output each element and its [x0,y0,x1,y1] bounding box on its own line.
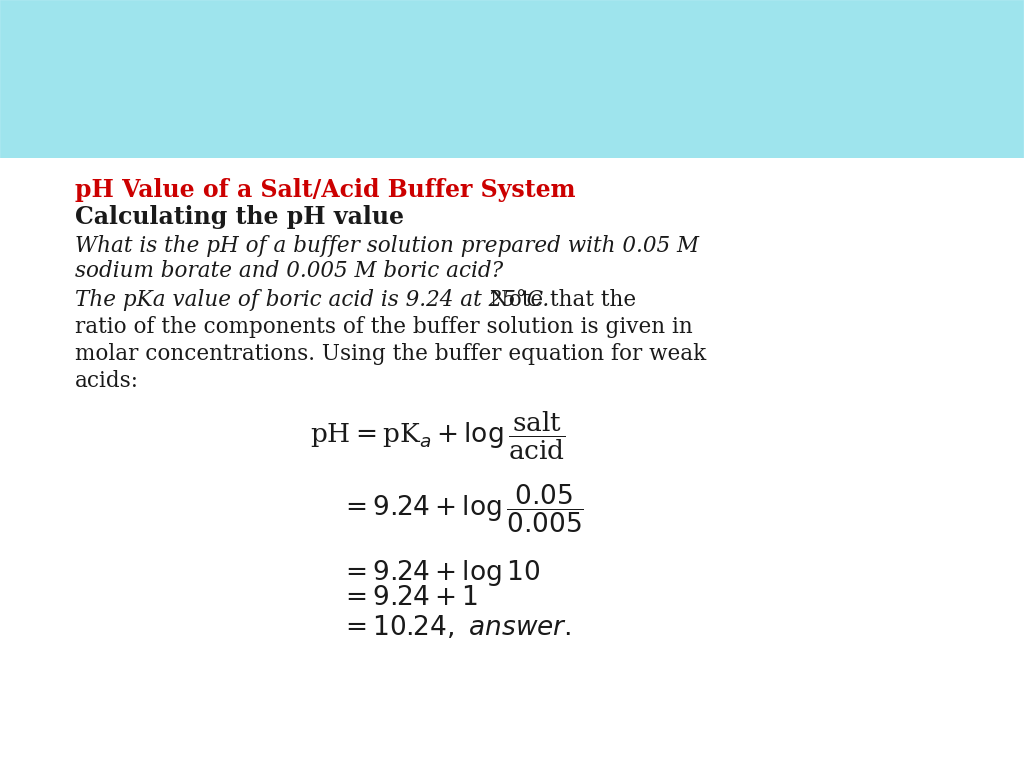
Text: $= 9.24 + 1$: $= 9.24 + 1$ [340,585,478,610]
Text: $\mathregular{pH} = \mathregular{pK}_a + \log \dfrac{\mathregular{salt}}{\mathre: $\mathregular{pH} = \mathregular{pK}_a +… [310,410,566,462]
Bar [0,158,1024,768]
Text: Calculating the pH value: Calculating the pH value [75,205,404,229]
Text: $= 9.24 + \log 10$: $= 9.24 + \log 10$ [340,558,541,588]
Text: pH Value of a Salt/Acid Buffer System: pH Value of a Salt/Acid Buffer System [75,178,575,202]
Text: ratio of the components of the buffer solution is given in: ratio of the components of the buffer so… [75,316,693,338]
Text: Note that the: Note that the [483,289,636,311]
Text: sodium borate and 0.005 M boric acid?: sodium borate and 0.005 M boric acid? [75,260,503,282]
Text: molar concentrations. Using the buffer equation for weak: molar concentrations. Using the buffer e… [75,343,707,365]
Text: acids:: acids: [75,370,139,392]
Text: $= 10.24,\ \mathit{answer.}$: $= 10.24,\ \mathit{answer.}$ [340,613,571,640]
Text: The pΚa value of boric acid is 9.24 at 25°C.: The pΚa value of boric acid is 9.24 at 2… [75,289,549,311]
Text: $= 9.24 + \log \dfrac{0.05}{0.005}$: $= 9.24 + \log \dfrac{0.05}{0.005}$ [340,483,584,535]
Text: What is the pH of a buffer solution prepared with 0.05 M: What is the pH of a buffer solution prep… [75,235,699,257]
